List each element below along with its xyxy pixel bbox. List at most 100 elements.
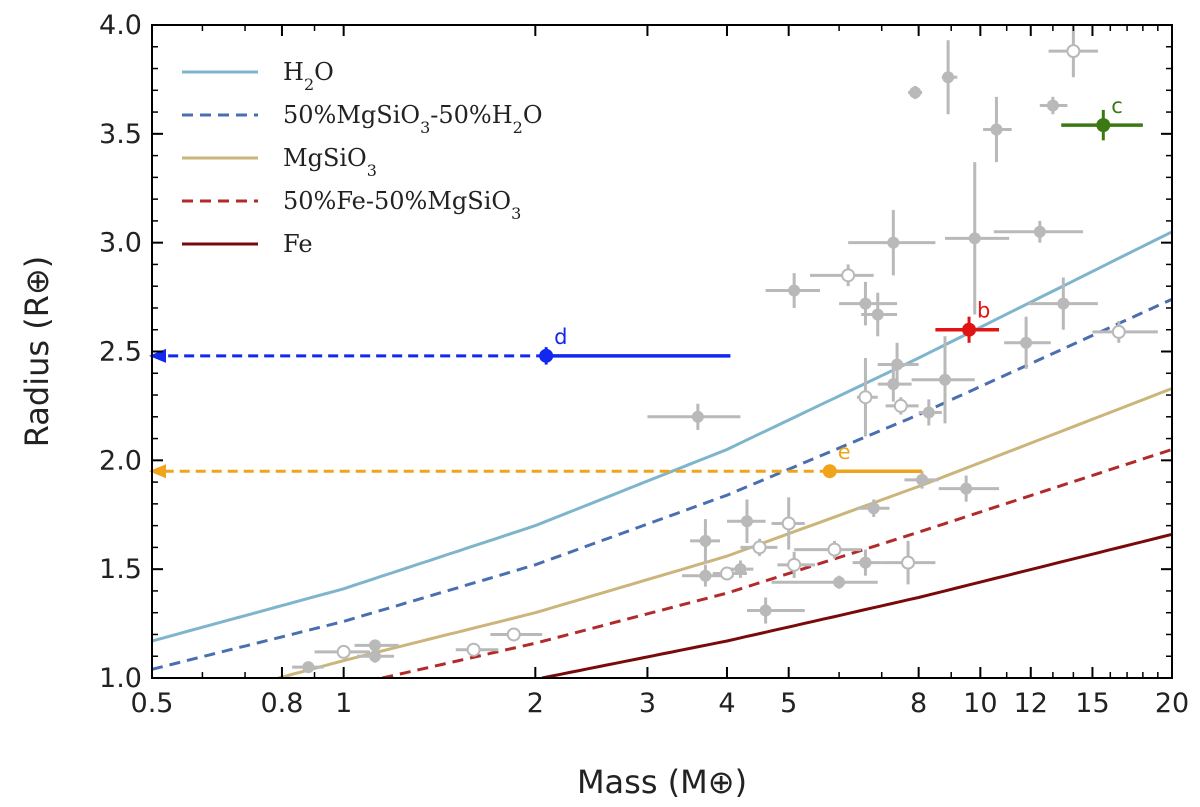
x-tick-label: 0.8	[260, 688, 303, 719]
data-point	[699, 534, 712, 547]
curve-50-mgsio3-50-h2o	[152, 297, 1172, 671]
known-planet-filled	[938, 475, 1000, 502]
y-tick-label: 3.5	[99, 119, 142, 150]
data-point	[1066, 44, 1081, 59]
planet-e: e	[149, 440, 923, 479]
curve-h2o	[152, 230, 1172, 643]
known-planet-filled	[839, 281, 898, 326]
y-tick-label: 3.0	[99, 228, 142, 259]
known-planet-filled	[911, 336, 975, 424]
planet-b: b	[935, 299, 1000, 343]
known-planet-filled	[944, 162, 1010, 315]
data-point	[962, 322, 977, 337]
known-planet-filled	[354, 639, 399, 652]
known-planet-open	[712, 566, 747, 581]
plot-background	[152, 25, 1172, 678]
known-planet-filled	[852, 549, 882, 576]
legend-entry: MgSiO3	[182, 144, 377, 180]
known-planets	[292, 25, 1158, 674]
planet-label: e	[838, 440, 851, 464]
legend: H2O 50%MgSiO3-50%H2O MgSiO3 50%Fe-50%MgSiO3…	[182, 58, 543, 258]
known-planet-filled	[941, 40, 958, 115]
known-planet-open	[794, 540, 862, 559]
planet-c: c	[1061, 94, 1143, 141]
data-point	[336, 644, 351, 659]
known-planet-filled	[1039, 96, 1068, 115]
data-point	[887, 236, 900, 249]
data-point	[1111, 324, 1126, 339]
data-point	[539, 348, 554, 363]
data-point	[781, 516, 796, 531]
y-tick-label: 1.5	[99, 554, 142, 585]
x-tick-label: 10	[963, 688, 997, 719]
x-tick-label: 0.5	[131, 688, 174, 719]
planet-label: c	[1111, 94, 1123, 118]
data-point	[827, 542, 842, 557]
upper-limit-arrowhead	[149, 464, 166, 479]
known-planet-filled	[765, 273, 821, 308]
known-planet-open	[455, 642, 499, 657]
axes: 0.5 0.8 1 2 3 4 5 8 10 12 15 201.01.52.02.53.03.54.…	[18, 10, 1189, 801]
known-planet-filled	[908, 85, 923, 100]
known-planet-open	[885, 397, 919, 415]
x-tick-label: 2	[527, 688, 544, 719]
known-planet-open	[490, 627, 543, 642]
data-point	[858, 390, 873, 405]
data-point	[833, 576, 846, 589]
data-point	[719, 566, 734, 581]
x-tick-label: 5	[780, 688, 797, 719]
data-point	[466, 642, 481, 657]
data-point	[1020, 336, 1033, 349]
known-planet-filled	[771, 575, 878, 589]
known-planet-filled	[861, 292, 898, 337]
data-point	[916, 473, 929, 486]
known-planet-filled	[1004, 316, 1051, 369]
x-tick-label: 12	[1014, 688, 1048, 719]
data-point	[759, 604, 772, 617]
data-point	[909, 86, 922, 99]
data-point	[1046, 99, 1059, 112]
data-point	[302, 661, 315, 674]
known-planet-filled	[856, 499, 890, 517]
x-axis-title: Mass (M⊕)	[577, 763, 747, 801]
plot-area	[152, 25, 1172, 678]
known-planet-filled	[877, 366, 912, 402]
data-point	[1033, 225, 1046, 238]
data-point	[960, 482, 973, 495]
x-tick-label: 4	[718, 688, 735, 719]
data-point	[841, 268, 856, 283]
x-tick-label: 20	[1155, 688, 1189, 719]
known-planet-open	[1048, 25, 1098, 78]
data-point	[787, 557, 802, 572]
x-tick-label: 15	[1075, 688, 1109, 719]
data-point	[1057, 297, 1070, 310]
data-point	[368, 639, 381, 652]
known-planet-filled	[918, 399, 942, 426]
data-point	[893, 398, 908, 413]
known-planet-open	[771, 497, 805, 550]
x-tick-label: 1	[335, 688, 352, 719]
data-point	[691, 410, 704, 423]
known-planet-open	[777, 551, 816, 578]
data-point	[871, 308, 884, 321]
legend-label: H2O	[283, 58, 334, 94]
data-point	[822, 464, 837, 479]
data-point	[859, 297, 872, 310]
y-axis-title: Radius (R⊕)	[18, 256, 56, 447]
data-point	[990, 123, 1003, 136]
legend-entry: 50%Fe-50%MgSiO3	[182, 187, 521, 223]
y-tick-label: 4.0	[99, 10, 142, 41]
data-point	[368, 650, 381, 663]
planet-label: d	[554, 325, 567, 349]
known-planet-filled	[904, 471, 939, 489]
known-planet-open	[314, 644, 371, 659]
known-planet-filled	[983, 96, 1012, 163]
y-tick-label: 1.0	[99, 663, 142, 694]
legend-entry: Fe	[182, 230, 313, 258]
legend-entry: H2O	[182, 58, 334, 94]
data-point	[788, 284, 801, 297]
data-point	[752, 540, 767, 555]
data-point	[901, 555, 916, 570]
data-point	[506, 627, 521, 642]
known-planet-filled	[993, 220, 1084, 243]
